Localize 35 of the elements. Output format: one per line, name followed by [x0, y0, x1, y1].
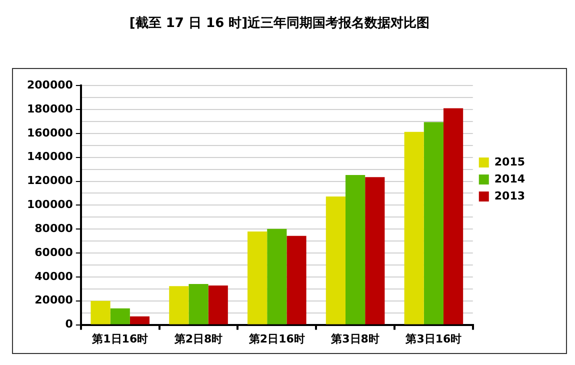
chart-title: [截至 17 日 16 时]近三年同期国考报名数据对比图 [129, 15, 430, 32]
y-tick-label: 180000 [26, 102, 74, 116]
x-tick-label: 第3日8时 [330, 332, 380, 346]
bar [365, 177, 385, 324]
bar [130, 316, 150, 324]
y-tick-label: 100000 [26, 198, 74, 212]
bar [248, 232, 268, 324]
x-tick-label: 第1日16时 [91, 332, 148, 346]
y-tick-label: 140000 [26, 150, 74, 164]
bar [345, 174, 366, 324]
x-tick-label: 第2日16时 [248, 332, 305, 346]
bar [188, 284, 208, 324]
bar [169, 286, 189, 324]
x-tick-label: 第3日16时 [404, 332, 462, 346]
legend-label: 2014 [494, 172, 526, 186]
y-tick-label: 160000 [26, 126, 74, 140]
x-tick-label: 第2日8时 [173, 332, 223, 346]
bar [267, 228, 287, 324]
y-tick-label: 20000 [34, 294, 74, 307]
bar [90, 300, 110, 324]
bar [404, 132, 424, 324]
y-tick-label: 120000 [26, 174, 74, 188]
y-tick-label: 200000 [26, 78, 74, 92]
bar [443, 108, 464, 324]
y-tick-label: 0 [65, 318, 74, 331]
bar [208, 285, 228, 324]
bar [110, 308, 130, 324]
y-tick-label: 40000 [34, 270, 74, 283]
legend-label: 2015 [494, 155, 526, 168]
bar [326, 196, 346, 324]
legend-label: 2013 [494, 189, 526, 202]
y-tick-label: 80000 [34, 222, 74, 235]
bar [424, 122, 444, 324]
y-tick-label: 60000 [34, 246, 74, 259]
bar [286, 236, 306, 324]
